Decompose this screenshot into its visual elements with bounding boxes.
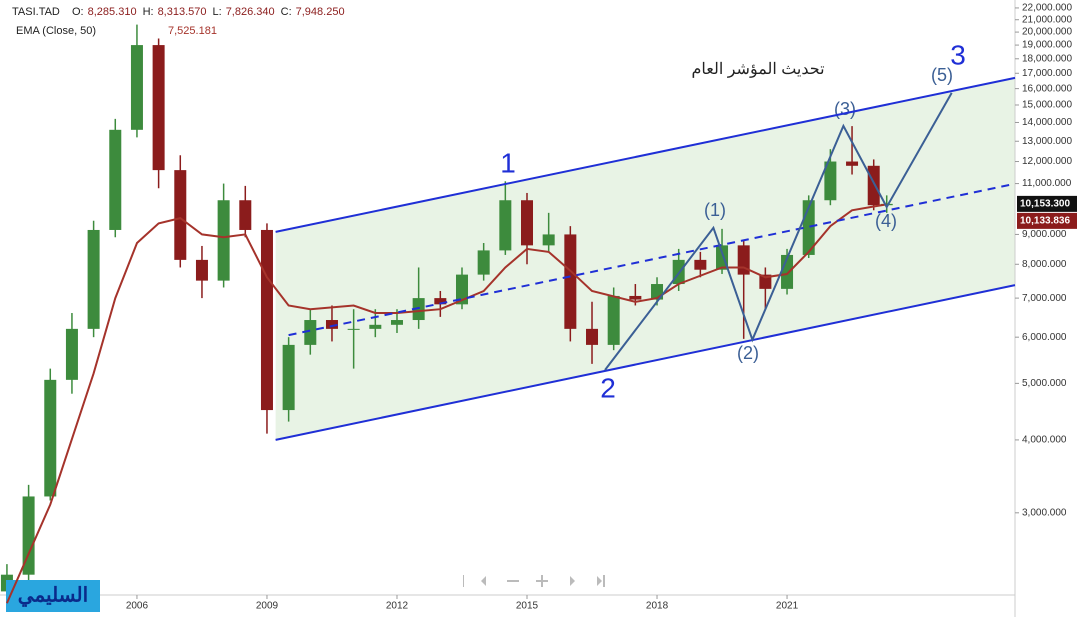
- candle-body: [586, 328, 599, 345]
- price-tag: [1017, 195, 1077, 212]
- y-tick-label: 6,000.000: [1022, 332, 1067, 343]
- candle-body: [325, 320, 338, 329]
- plot-area: [0, 24, 1015, 598]
- wave-path: [604, 92, 953, 371]
- candle-body: [455, 274, 468, 305]
- x-tick-label: 2012: [386, 601, 409, 612]
- x-tick-label: 2009: [256, 601, 279, 612]
- candle-body: [44, 379, 57, 497]
- field-label: C:: [281, 6, 292, 18]
- candle-body: [304, 320, 317, 345]
- wave-label: (1): [704, 200, 726, 220]
- y-tick-label: 20,000.000: [1022, 27, 1072, 38]
- chart-title: تحديث المؤشر العام: [691, 61, 824, 78]
- candle-body: [109, 129, 122, 230]
- candle-body: [499, 200, 512, 251]
- y-tick-label: 19,000.000: [1022, 40, 1072, 51]
- candle-body: [477, 250, 490, 275]
- candle-body: [195, 259, 208, 281]
- candle-body: [282, 344, 295, 411]
- candle-body: [521, 200, 534, 246]
- price-tag-label: 10,133.836: [1020, 216, 1070, 227]
- y-tick-label: 5,000.000: [1022, 378, 1067, 389]
- ema-value: 7,525.181: [168, 25, 217, 37]
- candle-body: [412, 298, 425, 321]
- wave-label: 3: [950, 39, 966, 70]
- candle-body: [260, 229, 273, 411]
- x-tick-label: 2015: [516, 601, 539, 612]
- wave-label: (2): [737, 343, 759, 363]
- field-value: 7,948.250: [296, 6, 345, 18]
- wave-label: (5): [931, 65, 953, 85]
- watermark: السليمي: [18, 584, 88, 607]
- field-value: 8,313.570: [158, 6, 207, 18]
- candle-body: [347, 328, 360, 330]
- candle-body: [22, 496, 35, 575]
- candle-body: [607, 295, 620, 345]
- candle-body: [239, 200, 252, 230]
- channel-upper: [275, 76, 1016, 233]
- candle-body: [369, 324, 382, 329]
- field-label: L:: [213, 6, 222, 18]
- price-tag-label: 10,153.300: [1020, 199, 1070, 210]
- field-value: 8,285.310: [88, 6, 137, 18]
- y-tick-label: 14,000.000: [1022, 117, 1072, 128]
- channel-lower: [275, 284, 1016, 441]
- field-label: H:: [143, 6, 154, 18]
- field-value: 7,826.340: [226, 6, 275, 18]
- y-tick-label: 4,000.000: [1022, 435, 1067, 446]
- y-tick-label: 11,000.000: [1022, 178, 1072, 189]
- y-tick-label: 15,000.000: [1022, 100, 1072, 111]
- candle-body: [174, 170, 187, 260]
- candle-body: [87, 229, 100, 329]
- candle-body: [217, 200, 230, 281]
- candle-body: [824, 161, 837, 201]
- channel-middle: [288, 182, 1016, 337]
- toolbar: [463, 575, 605, 587]
- candle-body: [564, 234, 577, 329]
- y-tick-label: 9,000.000: [1022, 229, 1067, 240]
- wave-label: 1: [500, 147, 516, 178]
- x-tick-label: 2006: [126, 601, 149, 612]
- wave-label: 2: [600, 372, 616, 403]
- price-tag: [1017, 212, 1077, 229]
- ema-label: EMA (Close, 50): [16, 25, 96, 37]
- candle-body: [434, 298, 447, 305]
- x-tick-label: 2021: [776, 601, 799, 612]
- y-tick-label: 8,000.000: [1022, 259, 1067, 270]
- y-tick-label: 13,000.000: [1022, 136, 1072, 147]
- candle-body: [152, 45, 165, 171]
- watermark-box: [6, 580, 100, 612]
- ohlc-header: O: 8,285.310 H: 8,313.570 L: 7,826.340 C: 7,948…: [72, 6, 345, 18]
- candle-body: [390, 320, 403, 325]
- y-tick-label: 21,000.000: [1022, 14, 1072, 25]
- candle-body: [867, 165, 880, 206]
- y-tick-label: 22,000.000: [1022, 3, 1072, 14]
- candle-body: [542, 234, 555, 246]
- symbol: TASI.TAD: [12, 6, 60, 18]
- y-tick-label: 17,000.000: [1022, 68, 1072, 79]
- wave-label: (4): [875, 211, 897, 231]
- y-tick-label: 12,000.000: [1022, 156, 1072, 167]
- field-label: O:: [72, 6, 84, 18]
- y-tick-label: 7,000.000: [1022, 293, 1067, 304]
- y-tick-label: 3,000.000: [1022, 507, 1067, 518]
- ema-line: [5, 203, 887, 604]
- candle-body: [629, 295, 642, 300]
- y-tick-label: 16,000.000: [1022, 83, 1072, 94]
- y-tick-label: 18,000.000: [1022, 53, 1072, 64]
- candle-body: [65, 328, 78, 380]
- x-tick-label: 2018: [646, 601, 669, 612]
- candle-body: [759, 274, 772, 289]
- candle-body: [694, 259, 707, 270]
- candle-body: [846, 161, 859, 166]
- candle-body: [130, 45, 143, 130]
